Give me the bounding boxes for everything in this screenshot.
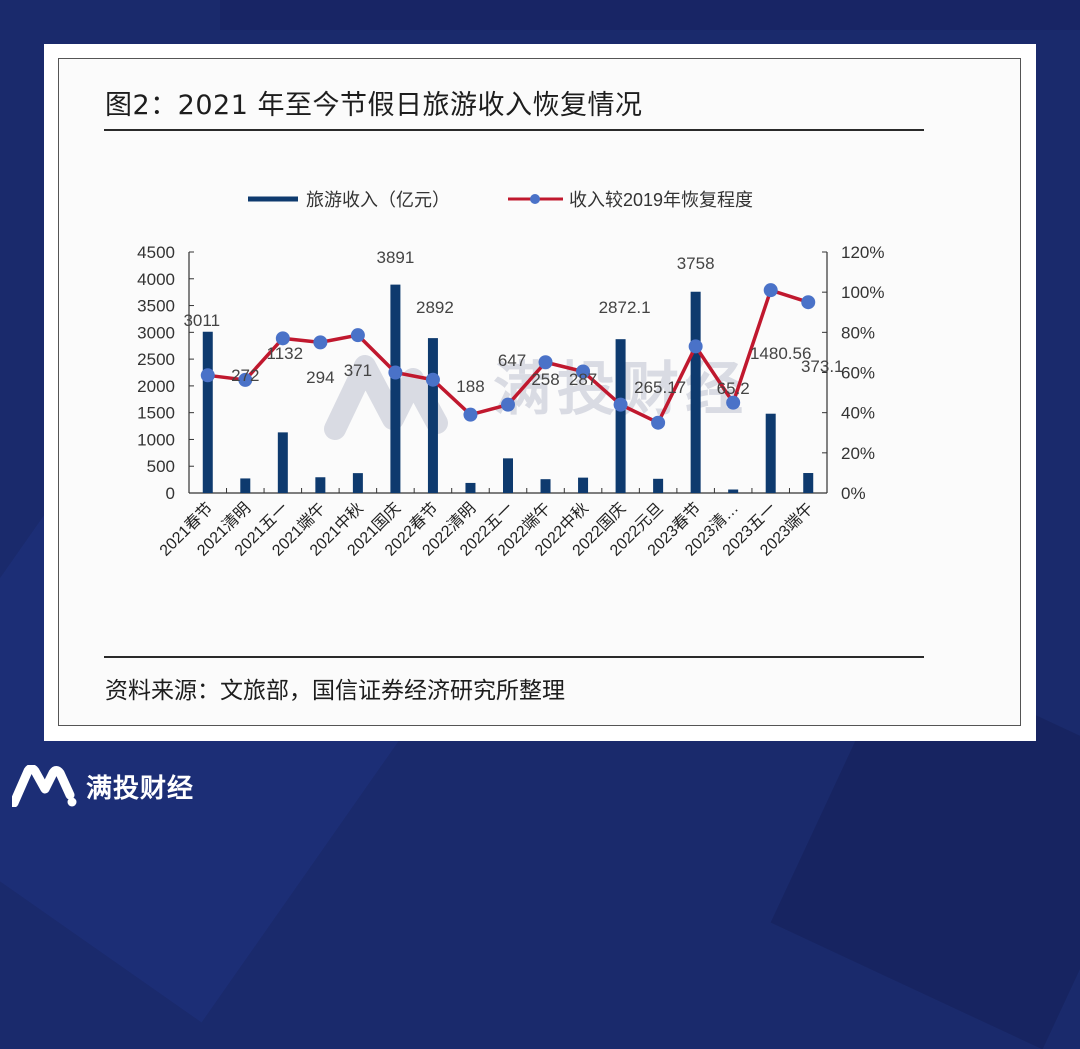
- line-marker: [501, 397, 515, 412]
- line-marker: [613, 397, 628, 412]
- bar: [765, 413, 776, 493]
- brand-name: 满投财经: [86, 773, 195, 804]
- title-divider: [104, 129, 924, 131]
- bar: [315, 477, 326, 493]
- bar: [653, 478, 664, 493]
- bar: [352, 473, 363, 493]
- bar: [503, 458, 513, 493]
- line-marker: [763, 283, 778, 298]
- background-shape: [220, 0, 1080, 30]
- y-left-tick-label: 1500: [137, 404, 175, 423]
- bar: [427, 338, 438, 493]
- line-marker: [538, 355, 553, 370]
- legend-label-income: 旅游收入（亿元）: [306, 190, 450, 210]
- y-left-tick-label: 500: [147, 457, 175, 476]
- y-left-tick-label: 1000: [137, 430, 175, 449]
- bar-data-label: 3758: [677, 254, 715, 273]
- line-marker: [576, 364, 591, 379]
- figure-card: 图2：2021 年至今节假日旅游收入恢复情况 满投财经旅游收入（亿元）收入较20…: [44, 44, 1036, 741]
- bar-data-label: 294: [306, 368, 334, 387]
- chart: 满投财经旅游收入（亿元）收入较2019年恢复程度0500100015002000…: [137, 190, 884, 560]
- bar: [277, 432, 288, 493]
- bar-data-label: 371: [344, 361, 372, 380]
- line-marker: [313, 335, 328, 350]
- bar-data-label: 3891: [376, 248, 414, 267]
- bar: [540, 479, 551, 493]
- bar-data-label: 258: [531, 370, 559, 389]
- y-right-tick-label: 120%: [841, 243, 884, 262]
- y-left-tick-label: 3000: [137, 323, 175, 342]
- figure-frame: 图2：2021 年至今节假日旅游收入恢复情况 满投财经旅游收入（亿元）收入较20…: [58, 58, 1021, 726]
- y-left-tick-label: 2500: [137, 350, 175, 369]
- brand-logo: 满投财经: [12, 765, 194, 807]
- bar: [465, 482, 476, 493]
- line-marker: [388, 365, 403, 380]
- y-right-tick-label: 100%: [841, 283, 884, 302]
- bar: [202, 331, 213, 493]
- line-marker: [275, 331, 290, 346]
- legend-marker-icon: [530, 194, 540, 204]
- bar-data-label: 2872.1: [599, 298, 651, 317]
- y-left-tick-label: 0: [166, 484, 175, 503]
- bar: [615, 339, 626, 493]
- source-note: 资料来源：文旅部，国信证券经济研究所整理: [105, 678, 565, 704]
- bar-data-label: 2892: [416, 298, 454, 317]
- line-marker: [238, 372, 253, 387]
- bar: [728, 489, 739, 493]
- bar-data-label: 3011: [183, 311, 220, 330]
- y-left-tick-label: 4500: [137, 243, 175, 262]
- bar: [240, 478, 251, 493]
- y-right-tick-label: 20%: [841, 444, 875, 463]
- brand-mark-icon: [12, 765, 77, 807]
- line-marker: [200, 368, 215, 383]
- y-right-tick-label: 40%: [841, 404, 875, 423]
- line-marker: [801, 295, 816, 310]
- line-marker: [463, 407, 478, 422]
- y-left-tick-label: 4000: [137, 270, 175, 289]
- line-marker: [651, 415, 666, 430]
- bar-data-label: 1132: [267, 344, 304, 363]
- bar-data-label: 188: [456, 377, 484, 396]
- line-marker: [350, 328, 365, 343]
- line-marker: [726, 395, 741, 410]
- line-marker: [425, 372, 440, 387]
- bar-data-label: 265.17: [634, 378, 686, 397]
- figure-title: 图2：2021 年至今节假日旅游收入恢复情况: [105, 90, 643, 121]
- y-left-tick-label: 2000: [137, 377, 175, 396]
- y-right-tick-label: 60%: [841, 364, 875, 383]
- bar: [690, 291, 701, 493]
- bar-data-label: 65.2: [717, 379, 750, 398]
- bar-data-label: 287: [569, 370, 597, 389]
- y-right-tick-label: 80%: [841, 323, 875, 342]
- bar: [390, 284, 401, 493]
- bar-data-label: 272: [231, 366, 259, 385]
- y-left-tick-label: 3500: [137, 297, 175, 316]
- y-right-tick-label: 0%: [841, 484, 866, 503]
- legend-label-recovery: 收入较2019年恢复程度: [569, 190, 753, 210]
- bar-data-label: 1480.56: [750, 344, 811, 363]
- bar: [803, 473, 814, 493]
- line-marker: [688, 339, 703, 354]
- footer-divider: [104, 656, 924, 658]
- bar-data-label: 373.1: [801, 357, 844, 376]
- bar: [578, 477, 589, 493]
- bar-data-label: 647: [498, 351, 526, 370]
